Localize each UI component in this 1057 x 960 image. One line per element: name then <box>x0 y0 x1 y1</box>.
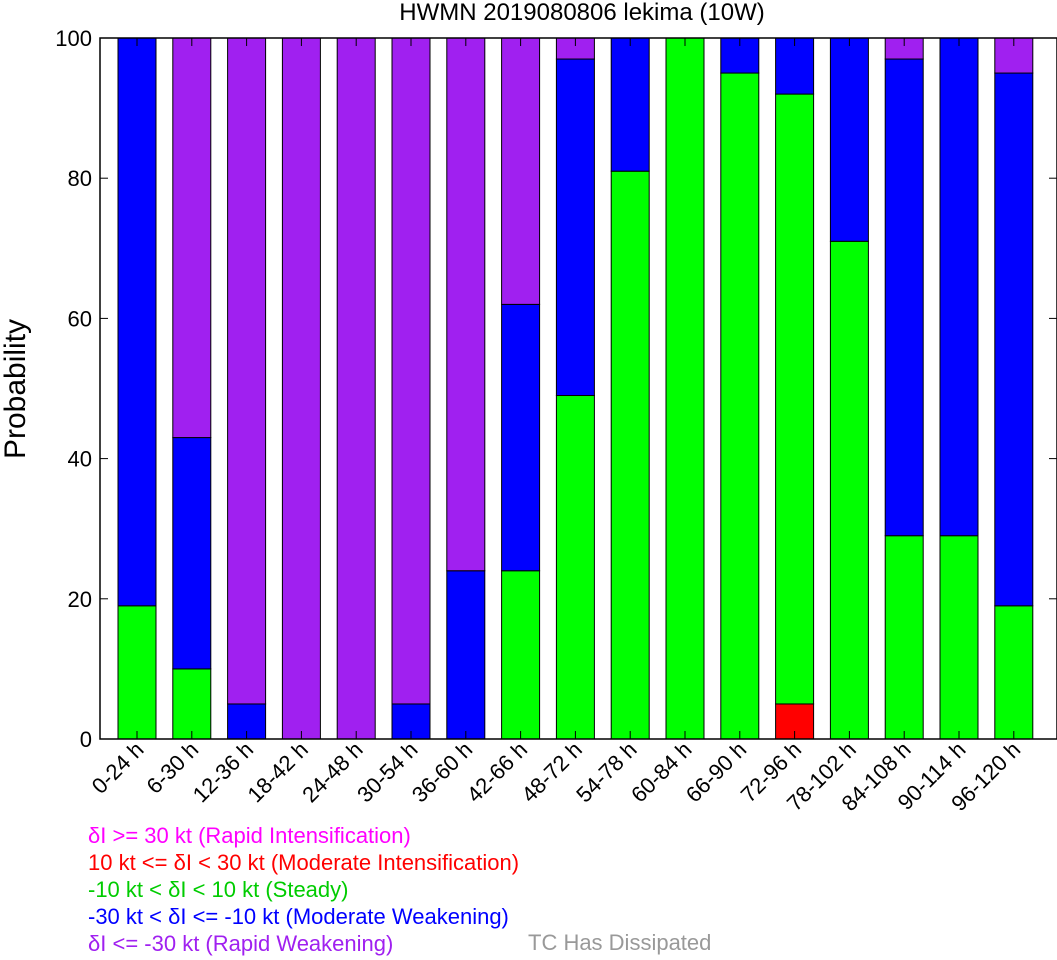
legend-item: -10 kt < δI < 10 kt (Steady) <box>88 877 349 902</box>
x-tick-label: 30-54 h <box>352 737 422 807</box>
x-tick-label: 54-78 h <box>571 737 641 807</box>
bar-segment <box>117 605 157 740</box>
bar-segment <box>391 37 431 705</box>
x-tick-label: 12-36 h <box>188 737 258 807</box>
y-tick-label: 20 <box>68 587 92 612</box>
chart-title: HWMN 2019080806 lekima (10W) <box>399 0 764 26</box>
y-tick-label: 60 <box>68 306 92 331</box>
x-tick-label: 36-60 h <box>407 737 477 807</box>
bars-group <box>117 37 1034 740</box>
bar-segment <box>939 37 979 537</box>
bar-segment <box>829 37 869 242</box>
legend-item: -30 kt < δI <= -10 kt (Moderate Weakenin… <box>88 904 509 929</box>
x-tick-label: 0-24 h <box>87 737 149 799</box>
bar-segment <box>227 37 267 705</box>
y-tick-label: 40 <box>68 447 92 472</box>
bar-segment <box>720 72 760 740</box>
bar-segment <box>610 37 650 172</box>
legend-item: δI >= 30 kt (Rapid Intensification) <box>88 823 411 848</box>
bar-segment <box>939 535 979 740</box>
y-tick-label: 0 <box>80 727 92 752</box>
y-axis-label: Probability <box>0 319 32 459</box>
x-tick-label: 48-72 h <box>516 737 586 807</box>
plot-frame <box>99 37 1057 740</box>
bar-segment <box>555 58 595 397</box>
bar-segment <box>665 37 705 740</box>
bar-segment <box>775 37 815 95</box>
x-tick-label: 42-66 h <box>462 737 532 807</box>
bar-segment <box>172 37 212 439</box>
bar-segment <box>501 37 541 305</box>
bar-segment <box>829 240 869 740</box>
x-tick-label: 66-90 h <box>681 737 751 807</box>
bar-segment <box>555 395 595 740</box>
legend-tc-dissipated: TC Has Dissipated <box>528 930 712 955</box>
bar-segment <box>501 570 541 740</box>
bar-segment <box>172 437 212 670</box>
bar-segment <box>336 37 376 740</box>
x-tick-label: 60-84 h <box>626 737 696 807</box>
legend-item: 10 kt <= δI < 30 kt (Moderate Intensific… <box>88 850 520 875</box>
legend-item: δI <= -30 kt (Rapid Weakening) <box>88 931 394 956</box>
bar-segment <box>994 72 1034 607</box>
y-tick-label: 80 <box>68 166 92 191</box>
bar-segment <box>994 605 1034 740</box>
bar-segment <box>884 58 924 537</box>
x-tick-label: 18-42 h <box>242 737 312 807</box>
bar-segment <box>117 37 157 607</box>
y-tick-label: 100 <box>55 26 92 51</box>
bar-segment <box>610 170 650 740</box>
bar-segment <box>775 93 815 705</box>
bar-segment <box>446 37 486 572</box>
bar-segment <box>281 37 321 740</box>
bar-segment <box>501 303 541 572</box>
bar-segment <box>446 570 486 740</box>
bar-segment <box>172 668 212 740</box>
bar-segment <box>884 535 924 740</box>
x-tick-label: 24-48 h <box>297 737 367 807</box>
